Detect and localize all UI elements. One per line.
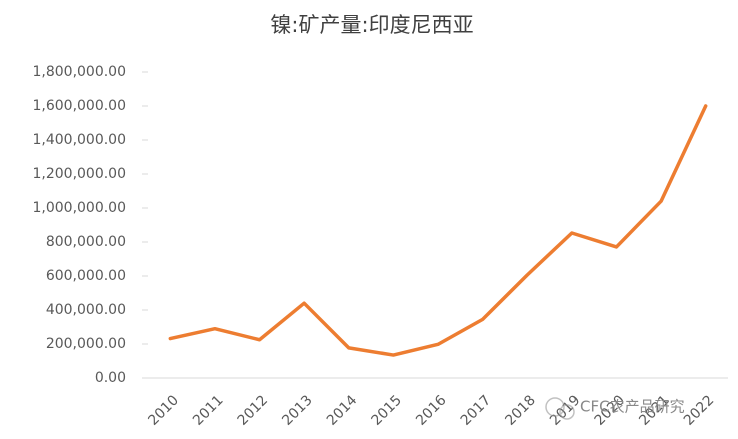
x-tick-label: 2022: [681, 392, 718, 429]
y-tick-label: 400,000.00: [46, 302, 126, 318]
line-series: [168, 104, 708, 357]
y-tick-label: 1,400,000.00: [32, 132, 126, 148]
y-tick-label: 600,000.00: [46, 268, 126, 284]
chart-title: 镍:矿产量:印度尼西亚: [270, 13, 473, 37]
x-tick-label: 2013: [279, 392, 316, 429]
y-tick-label: 1,800,000.00: [32, 64, 126, 80]
y-tick-label: 1,600,000.00: [32, 98, 126, 114]
x-tick-label: 2010: [145, 392, 182, 429]
x-tick-label: 2011: [190, 392, 227, 429]
x-tick-label: 2016: [413, 392, 450, 429]
y-tick-label: 200,000.00: [46, 336, 126, 352]
x-tick-label: 2018: [502, 392, 539, 429]
y-tick-label: 1,200,000.00: [32, 166, 126, 182]
watermark: CFC农产品研究: [580, 398, 685, 416]
watermark-icon: [545, 397, 575, 420]
x-tick-label: 2017: [458, 392, 495, 429]
x-tick-label: 2014: [324, 392, 361, 429]
y-tick-label: 1,000,000.00: [32, 200, 126, 216]
x-tick-label: 2012: [235, 392, 272, 429]
y-tick-label: 0.00: [95, 370, 126, 386]
y-tick-label: 800,000.00: [46, 234, 126, 250]
x-tick-label: 2015: [369, 392, 406, 429]
